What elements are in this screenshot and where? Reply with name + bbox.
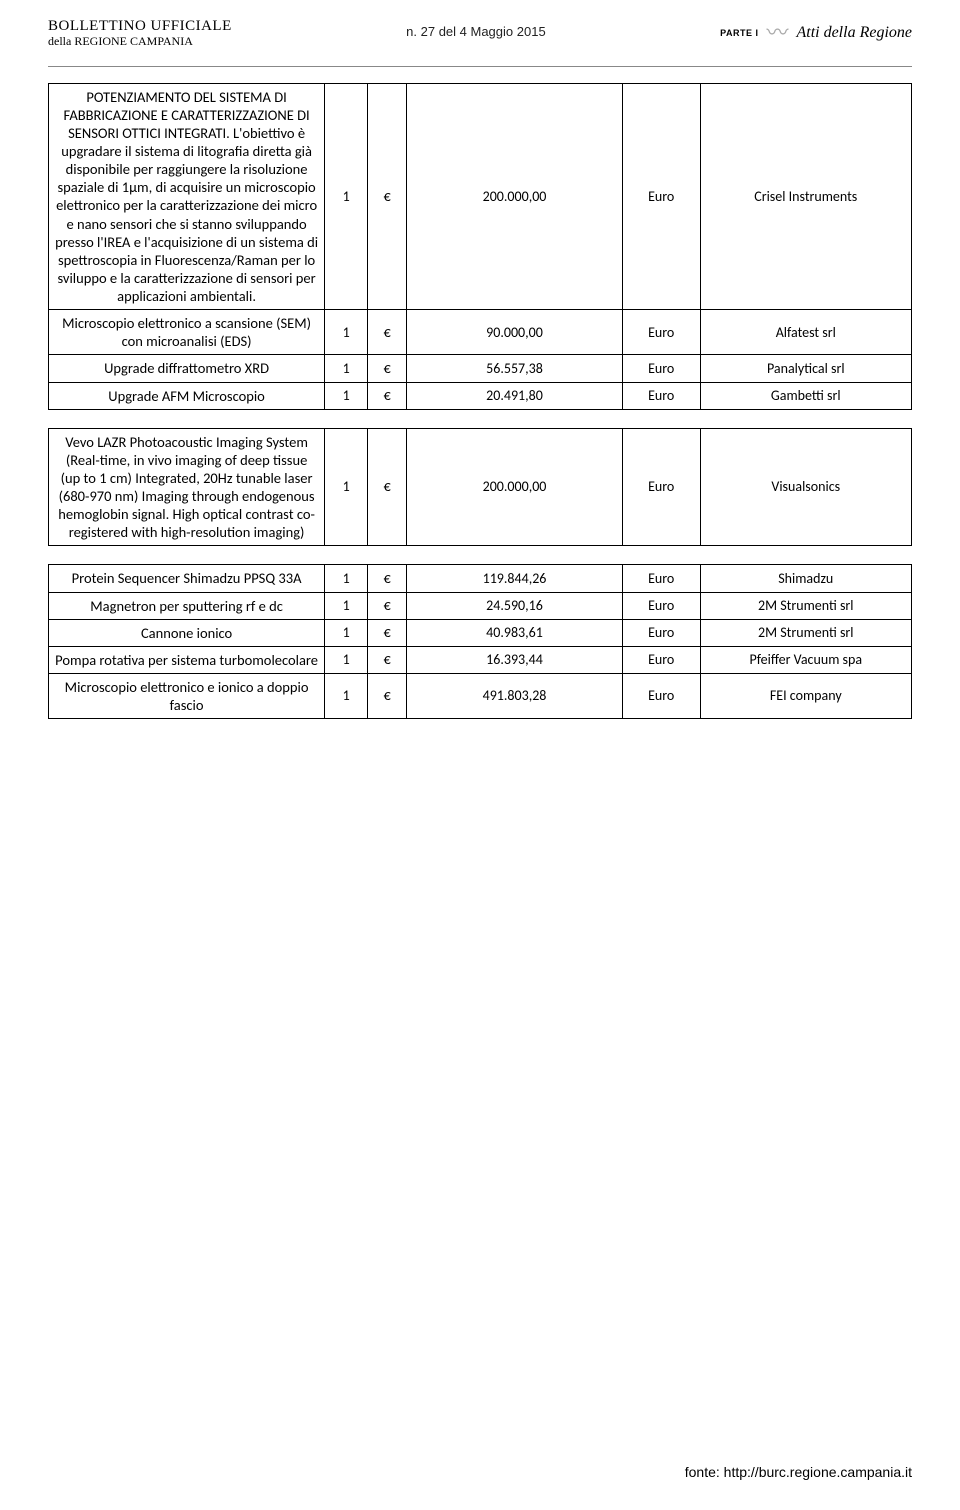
cell-supplier: Alfatest srl — [700, 310, 911, 355]
cell-description: Upgrade diffrattometro XRD — [49, 355, 325, 382]
cell-currency-unit: Euro — [622, 355, 700, 382]
data-table: Protein Sequencer Shimadzu PPSQ 33A1€119… — [48, 564, 912, 719]
cell-qty: 1 — [325, 619, 368, 646]
table-row: Protein Sequencer Shimadzu PPSQ 33A1€119… — [49, 565, 912, 592]
cell-description: Protein Sequencer Shimadzu PPSQ 33A — [49, 565, 325, 592]
header-divider — [48, 66, 912, 67]
cell-currency-symbol: € — [368, 565, 407, 592]
cell-supplier: FEI company — [700, 673, 911, 718]
table-row: Upgrade AFM Microscopio1€20.491,80EuroGa… — [49, 382, 912, 409]
cell-description: Magnetron per sputtering rf e dc — [49, 592, 325, 619]
cell-currency-symbol: € — [368, 673, 407, 718]
cell-supplier: Crisel Instruments — [700, 83, 911, 310]
cell-currency-symbol: € — [368, 382, 407, 409]
cell-currency-symbol: € — [368, 310, 407, 355]
cell-supplier: Gambetti srl — [700, 382, 911, 409]
cell-currency-unit: Euro — [622, 83, 700, 310]
cell-supplier: Panalytical srl — [700, 355, 911, 382]
cell-supplier: Visualsonics — [700, 428, 911, 546]
footer-source: fonte: http://burc.regione.campania.it — [685, 1464, 912, 1480]
cell-currency-symbol: € — [368, 592, 407, 619]
cell-currency-unit: Euro — [622, 619, 700, 646]
cell-description: Microscopio elettronico a scansione (SEM… — [49, 310, 325, 355]
header-right: PARTE I 〰 Atti della Regione — [720, 18, 912, 42]
page-header: BOLLETTINO UFFICIALE della REGIONE CAMPA… — [48, 18, 912, 48]
table-row: Microscopio elettronico a scansione (SEM… — [49, 310, 912, 355]
cell-currency-unit: Euro — [622, 592, 700, 619]
cell-currency-symbol: € — [368, 646, 407, 673]
cell-currency-unit: Euro — [622, 428, 700, 546]
cell-description: Vevo LAZR Photoacoustic Imaging System (… — [49, 428, 325, 546]
tables-container: POTENZIAMENTO DEL SISTEMA DI FABBRICAZIO… — [48, 83, 912, 720]
cell-currency-unit: Euro — [622, 565, 700, 592]
bulletin-subtitle: della REGIONE CAMPANIA — [48, 35, 232, 48]
cell-price: 200.000,00 — [407, 83, 623, 310]
cell-currency-symbol: € — [368, 355, 407, 382]
cell-currency-unit: Euro — [622, 646, 700, 673]
cell-currency-symbol: € — [368, 428, 407, 546]
issue-info: n. 27 del 4 Maggio 2015 — [406, 18, 546, 39]
table-row: Pompa rotativa per sistema turbomolecola… — [49, 646, 912, 673]
cell-description: Microscopio elettronico e ionico a doppi… — [49, 673, 325, 718]
data-table: POTENZIAMENTO DEL SISTEMA DI FABBRICAZIO… — [48, 83, 912, 410]
cell-price: 24.590,16 — [407, 592, 623, 619]
data-table: Vevo LAZR Photoacoustic Imaging System (… — [48, 428, 912, 547]
cell-description: Cannone ionico — [49, 619, 325, 646]
cell-currency-unit: Euro — [622, 310, 700, 355]
cell-price: 491.803,28 — [407, 673, 623, 718]
cell-description: Upgrade AFM Microscopio — [49, 382, 325, 409]
cell-qty: 1 — [325, 83, 368, 310]
atti-label: Atti della Regione — [796, 24, 912, 42]
parte-label: PARTE I — [720, 28, 758, 38]
cell-price: 200.000,00 — [407, 428, 623, 546]
cell-supplier: Pfeiffer Vacuum spa — [700, 646, 911, 673]
table-row: Cannone ionico1€40.983,61Euro2M Strument… — [49, 619, 912, 646]
cell-qty: 1 — [325, 382, 368, 409]
table-row: Magnetron per sputtering rf e dc1€24.590… — [49, 592, 912, 619]
cell-supplier: Shimadzu — [700, 565, 911, 592]
cell-qty: 1 — [325, 646, 368, 673]
cell-qty: 1 — [325, 428, 368, 546]
cell-price: 16.393,44 — [407, 646, 623, 673]
cell-price: 56.557,38 — [407, 355, 623, 382]
cell-supplier: 2M Strumenti srl — [700, 592, 911, 619]
cell-qty: 1 — [325, 310, 368, 355]
cell-qty: 1 — [325, 592, 368, 619]
cell-description: POTENZIAMENTO DEL SISTEMA DI FABBRICAZIO… — [49, 83, 325, 310]
cell-supplier: 2M Strumenti srl — [700, 619, 911, 646]
header-left: BOLLETTINO UFFICIALE della REGIONE CAMPA… — [48, 18, 232, 48]
cell-currency-symbol: € — [368, 83, 407, 310]
cell-currency-unit: Euro — [622, 673, 700, 718]
cell-currency-unit: Euro — [622, 382, 700, 409]
cell-price: 40.983,61 — [407, 619, 623, 646]
cell-currency-symbol: € — [368, 619, 407, 646]
cell-price: 90.000,00 — [407, 310, 623, 355]
table-row: Microscopio elettronico e ionico a doppi… — [49, 673, 912, 718]
cell-price: 20.491,80 — [407, 382, 623, 409]
table-row: Vevo LAZR Photoacoustic Imaging System (… — [49, 428, 912, 546]
table-row: POTENZIAMENTO DEL SISTEMA DI FABBRICAZIO… — [49, 83, 912, 310]
cell-description: Pompa rotativa per sistema turbomolecola… — [49, 646, 325, 673]
cell-price: 119.844,26 — [407, 565, 623, 592]
cell-qty: 1 — [325, 355, 368, 382]
bulletin-title: BOLLETTINO UFFICIALE — [48, 18, 232, 35]
cell-qty: 1 — [325, 673, 368, 718]
cell-qty: 1 — [325, 565, 368, 592]
table-row: Upgrade diffrattometro XRD1€56.557,38Eur… — [49, 355, 912, 382]
